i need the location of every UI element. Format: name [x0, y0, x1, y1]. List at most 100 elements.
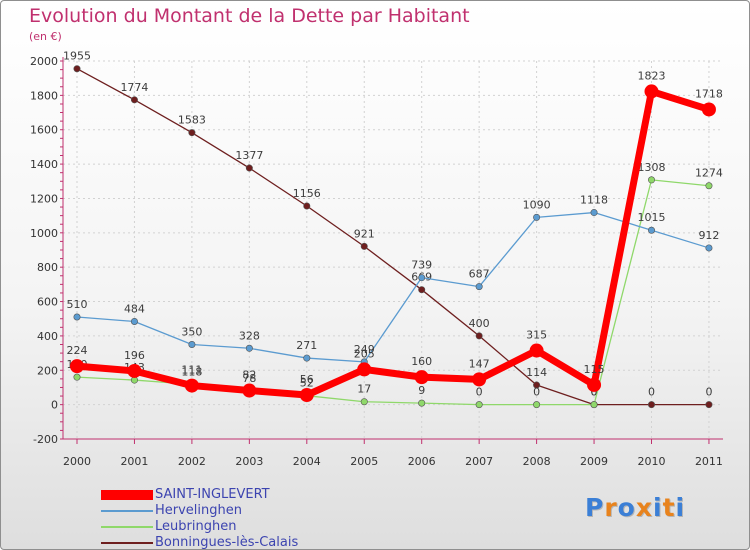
- y-tick-label: 1200: [30, 192, 58, 205]
- data-label-leubringhen: 17: [357, 383, 371, 396]
- data-point-saint-inglevert: [472, 372, 487, 387]
- data-point-saint-inglevert: [70, 359, 84, 374]
- legend-label-hervelinghen: Hervelinghen: [155, 503, 243, 518]
- data-point-hervelinghen: [130, 317, 138, 325]
- data-point-saint-inglevert: [242, 383, 257, 398]
- logo-letter: o: [617, 493, 636, 522]
- data-label-bonningues-l-s-calais: 1955: [63, 50, 91, 63]
- data-label-hervelinghen: 912: [698, 229, 719, 242]
- data-label-hervelinghen: 1015: [638, 211, 666, 224]
- y-tick-label: 1800: [30, 89, 58, 102]
- data-point-bonningues-l-s-calais: [303, 202, 311, 210]
- data-point-leubringhen: [647, 176, 655, 184]
- y-tick-label: 1600: [30, 124, 58, 137]
- data-point-hervelinghen: [475, 283, 483, 291]
- x-tick-label: 2007: [465, 455, 493, 468]
- proxiti-logo: Proxiti: [585, 493, 685, 522]
- data-label-saint-inglevert: 160: [411, 355, 432, 368]
- y-tick-label: 600: [37, 296, 58, 309]
- data-point-hervelinghen: [303, 354, 311, 362]
- data-label-bonningues-l-s-calais: 0: [591, 386, 598, 399]
- legend-swatch-hervelinghen: [101, 510, 153, 512]
- y-tick-label: 200: [37, 364, 58, 377]
- series-line-saint-inglevert: [73, 87, 713, 399]
- data-label-leubringhen: 0: [591, 386, 598, 399]
- data-label-hervelinghen: 249: [354, 343, 375, 356]
- data-point-leubringhen: [73, 373, 81, 381]
- data-label-hervelinghen: 1118: [580, 194, 608, 207]
- data-label-bonningues-l-s-calais: 1583: [178, 114, 206, 127]
- data-label-saint-inglevert: 315: [526, 329, 547, 342]
- data-point-leubringhen: [418, 399, 426, 407]
- data-point-saint-inglevert: [184, 378, 199, 393]
- x-tick-label: 2010: [638, 455, 666, 468]
- data-point-bonningues-l-s-calais: [533, 381, 541, 389]
- data-label-saint-inglevert: 82: [242, 369, 256, 382]
- data-label-saint-inglevert: 224: [67, 344, 88, 357]
- data-label-saint-inglevert: 1718: [695, 87, 723, 100]
- data-point-bonningues-l-s-calais: [188, 129, 196, 137]
- data-point-bonningues-l-s-calais: [130, 96, 138, 104]
- data-point-hervelinghen: [73, 313, 81, 321]
- logo-letter: x: [635, 493, 653, 522]
- data-point-hervelinghen: [647, 226, 655, 234]
- data-point-leubringhen: [475, 401, 483, 409]
- data-point-bonningues-l-s-calais: [360, 242, 368, 250]
- data-point-bonningues-l-s-calais: [705, 401, 713, 409]
- data-label-bonningues-l-s-calais: 921: [354, 227, 375, 240]
- legend-label-leubringhen: Leubringhen: [155, 519, 237, 534]
- data-label-saint-inglevert: 111: [181, 364, 202, 377]
- data-label-leubringhen: 0: [476, 386, 483, 399]
- data-point-leubringhen: [590, 401, 598, 409]
- data-label-hervelinghen: 484: [124, 302, 145, 315]
- legend-label-saint-inglevert: SAINT-INGLEVERT: [155, 487, 270, 502]
- logo-letter: i: [675, 493, 686, 522]
- y-tick-label: 1000: [30, 227, 58, 240]
- data-point-hervelinghen: [188, 340, 196, 348]
- logo-letter: r: [604, 493, 618, 522]
- data-label-hervelinghen: 510: [67, 298, 88, 311]
- data-point-bonningues-l-s-calais: [647, 401, 655, 409]
- legend-label-bonningues: Bonningues-lès-Calais: [155, 535, 299, 550]
- legend-swatch-leubringhen: [101, 526, 153, 528]
- y-tick-label: 2000: [30, 55, 58, 68]
- data-point-hervelinghen: [590, 209, 598, 217]
- data-label-leubringhen: 9: [418, 384, 425, 397]
- data-label-bonningues-l-s-calais: 1377: [235, 149, 263, 162]
- data-label-hervelinghen: 271: [296, 339, 317, 352]
- x-tick-label: 2004: [293, 455, 321, 468]
- data-label-bonningues-l-s-calais: 1156: [293, 187, 321, 200]
- x-tick-label: 2011: [695, 455, 723, 468]
- data-point-saint-inglevert: [299, 388, 314, 403]
- x-tick-label: 2003: [235, 455, 263, 468]
- data-point-bonningues-l-s-calais: [245, 164, 253, 172]
- data-point-bonningues-l-s-calais: [73, 65, 81, 73]
- data-label-leubringhen: 52: [300, 377, 314, 390]
- y-tick-label: 800: [37, 261, 58, 274]
- data-label-leubringhen: 118: [181, 365, 202, 378]
- logo-letter: i: [653, 493, 663, 522]
- data-label-bonningues-l-s-calais: 0: [705, 386, 712, 399]
- data-label-leubringhen: 0: [533, 386, 540, 399]
- x-tick-label: 2000: [63, 455, 91, 468]
- data-point-leubringhen: [360, 398, 368, 406]
- data-point-hervelinghen: [245, 344, 253, 352]
- data-label-saint-inglevert: 115: [584, 363, 605, 376]
- data-point-saint-inglevert: [127, 363, 142, 378]
- logo-letter: t: [662, 493, 676, 522]
- series-line-bonningues-l-s-calais: [76, 68, 710, 406]
- x-tick-label: 2006: [408, 455, 436, 468]
- x-tick-label: 2005: [350, 455, 378, 468]
- data-label-saint-inglevert: 56: [300, 373, 314, 386]
- legend-swatch-bonningues: [101, 542, 153, 544]
- data-point-leubringhen: [705, 182, 713, 190]
- data-label-bonningues-l-s-calais: 114: [526, 366, 547, 379]
- logo-letter: P: [585, 493, 605, 522]
- y-tick-label: 0: [51, 399, 58, 412]
- data-label-bonningues-l-s-calais: 400: [469, 317, 490, 330]
- y-tick-label: 400: [37, 330, 58, 343]
- x-tick-label: 2001: [120, 455, 148, 468]
- data-label-bonningues-l-s-calais: 0: [648, 386, 655, 399]
- data-point-saint-inglevert: [529, 343, 544, 358]
- data-point-saint-inglevert: [644, 84, 659, 99]
